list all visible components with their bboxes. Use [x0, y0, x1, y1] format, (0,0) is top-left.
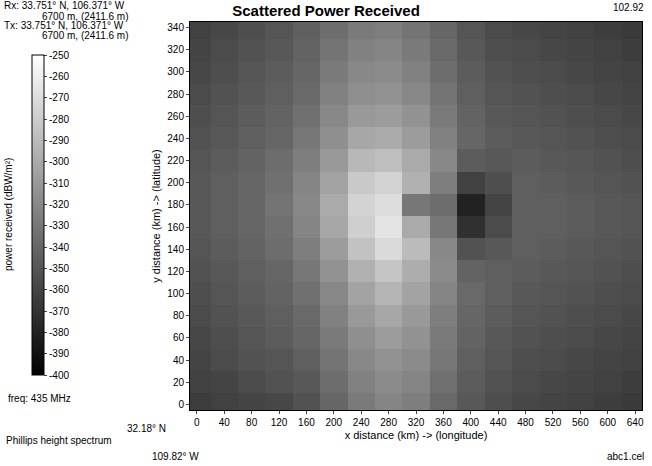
svg-text:-290: -290 [49, 135, 69, 146]
svg-text:Tx: 33.751° N, 106.371° W: Tx: 33.751° N, 106.371° W [4, 20, 124, 31]
svg-text:220: 220 [167, 155, 184, 166]
svg-text:-330: -330 [49, 220, 69, 231]
svg-text:0: 0 [178, 399, 184, 410]
svg-text:100: 100 [167, 288, 184, 299]
svg-text:32.18° N: 32.18° N [127, 423, 166, 434]
svg-text:Phillips height spectrum: Phillips height spectrum [6, 435, 112, 446]
svg-text:140: 140 [167, 244, 184, 255]
svg-text:x distance (km) -> (longitude): x distance (km) -> (longitude) [345, 429, 488, 441]
svg-text:-320: -320 [49, 199, 69, 210]
svg-text:520: 520 [545, 417, 562, 428]
svg-text:-370: -370 [49, 306, 69, 317]
svg-text:-250: -250 [49, 50, 69, 61]
svg-text:320: 320 [167, 44, 184, 55]
svg-text:60: 60 [173, 332, 185, 343]
svg-text:-400: -400 [49, 370, 69, 381]
svg-text:320: 320 [408, 417, 425, 428]
svg-text:-260: -260 [49, 71, 69, 82]
svg-text:200: 200 [325, 417, 342, 428]
svg-text:440: 440 [490, 417, 507, 428]
svg-text:-280: -280 [49, 114, 69, 125]
svg-text:40: 40 [219, 417, 231, 428]
svg-text:abc1.cel: abc1.cel [607, 451, 644, 462]
svg-text:340: 340 [167, 22, 184, 33]
svg-text:102.92: 102.92 [613, 2, 644, 13]
svg-text:-390: -390 [49, 348, 69, 359]
svg-text:y distance (km) -> (latitude): y distance (km) -> (latitude) [150, 149, 162, 283]
svg-text:6700 m, (2411.6 m): 6700 m, (2411.6 m) [42, 11, 129, 22]
svg-text:640: 640 [627, 417, 644, 428]
svg-text:-350: -350 [49, 263, 69, 274]
svg-text:-380: -380 [49, 327, 69, 338]
svg-text:-340: -340 [49, 242, 69, 253]
svg-text:180: 180 [167, 199, 184, 210]
svg-text:109.82° W: 109.82° W [152, 451, 199, 462]
svg-text:300: 300 [167, 66, 184, 77]
svg-text:freq: 435 MHz: freq: 435 MHz [8, 393, 71, 404]
svg-text:80: 80 [246, 417, 258, 428]
svg-text:200: 200 [167, 177, 184, 188]
svg-text:160: 160 [167, 222, 184, 233]
svg-text:6700 m, (2411.6 m): 6700 m, (2411.6 m) [42, 30, 129, 41]
svg-text:Rx: 33.751° N, 106.371° W: Rx: 33.751° N, 106.371° W [4, 0, 125, 11]
svg-text:-270: -270 [49, 92, 69, 103]
svg-text:360: 360 [435, 417, 452, 428]
svg-text:400: 400 [462, 417, 479, 428]
svg-text:600: 600 [599, 417, 616, 428]
svg-text:120: 120 [271, 417, 288, 428]
svg-text:0: 0 [194, 417, 200, 428]
svg-text:20: 20 [173, 377, 185, 388]
svg-text:Scattered Power Received: Scattered Power Received [232, 2, 420, 19]
svg-text:560: 560 [572, 417, 589, 428]
svg-text:120: 120 [167, 266, 184, 277]
svg-text:-360: -360 [49, 284, 69, 295]
svg-text:240: 240 [353, 417, 370, 428]
svg-text:280: 280 [380, 417, 397, 428]
svg-text:-310: -310 [49, 178, 69, 189]
svg-text:-300: -300 [49, 156, 69, 167]
svg-text:240: 240 [167, 133, 184, 144]
svg-text:480: 480 [517, 417, 534, 428]
svg-text:80: 80 [173, 310, 185, 321]
svg-text:power received (dBW/m²): power received (dBW/m²) [3, 158, 14, 271]
svg-text:280: 280 [167, 89, 184, 100]
svg-text:260: 260 [167, 111, 184, 122]
svg-text:160: 160 [298, 417, 315, 428]
svg-text:40: 40 [173, 355, 185, 366]
